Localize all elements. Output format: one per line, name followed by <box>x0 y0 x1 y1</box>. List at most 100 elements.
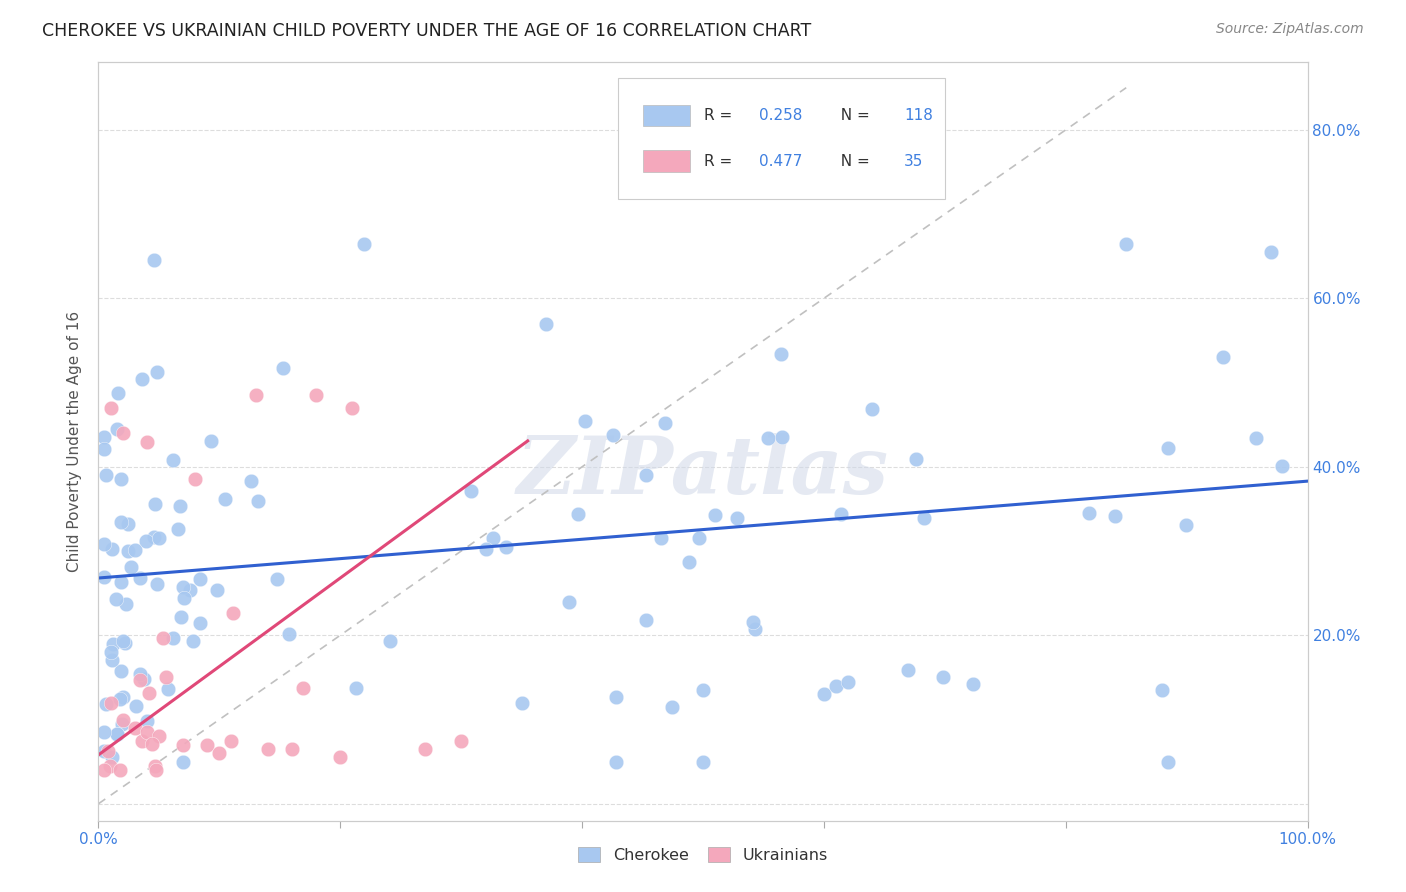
Point <box>138 686 160 700</box>
Point <box>169 499 191 513</box>
Point <box>460 483 482 498</box>
Point <box>353 236 375 251</box>
Point <box>482 531 505 545</box>
Point <box>256 742 278 756</box>
Point <box>742 615 765 630</box>
Point <box>200 434 222 448</box>
Text: N =: N = <box>831 108 875 123</box>
Point <box>146 365 169 379</box>
Point <box>128 571 150 585</box>
Point <box>135 533 157 548</box>
Point <box>634 613 657 627</box>
Point <box>148 730 170 744</box>
Text: N =: N = <box>831 153 875 169</box>
Point <box>141 737 163 751</box>
Point <box>124 721 146 735</box>
Point <box>114 636 136 650</box>
Point <box>167 522 190 536</box>
Point <box>1104 508 1126 523</box>
Point <box>207 583 229 598</box>
Point <box>605 755 627 769</box>
Point <box>703 508 725 523</box>
Point <box>692 683 714 698</box>
Point <box>932 670 955 684</box>
Point <box>413 742 436 756</box>
Point <box>93 442 115 457</box>
Point <box>110 763 132 777</box>
Point <box>111 713 134 727</box>
Point <box>208 746 231 760</box>
Point <box>93 536 115 550</box>
Point <box>813 687 835 701</box>
Point <box>1212 351 1234 365</box>
Point <box>107 385 129 400</box>
Point <box>117 516 139 531</box>
Point <box>146 577 169 591</box>
Point <box>105 727 128 741</box>
Point <box>1157 441 1180 455</box>
Text: 0.477: 0.477 <box>759 153 803 169</box>
Point <box>1244 431 1267 445</box>
Point <box>172 581 194 595</box>
Point <box>273 361 295 376</box>
Point <box>912 511 935 525</box>
Point <box>725 511 748 525</box>
Point <box>156 681 179 696</box>
Point <box>221 733 243 747</box>
Point <box>181 634 204 648</box>
Point <box>654 416 676 430</box>
Point <box>93 430 115 444</box>
Point <box>450 733 472 747</box>
Point <box>770 430 793 444</box>
Point <box>100 645 122 659</box>
Point <box>534 317 557 331</box>
Point <box>292 681 315 695</box>
Point <box>135 725 157 739</box>
Point <box>101 653 124 667</box>
Point <box>510 696 533 710</box>
Text: 118: 118 <box>904 108 932 123</box>
Point <box>131 372 153 386</box>
Point <box>103 637 125 651</box>
Point <box>115 597 138 611</box>
Point <box>129 673 152 688</box>
Point <box>101 749 124 764</box>
Point <box>195 738 218 752</box>
Point <box>266 572 288 586</box>
Point <box>101 541 124 556</box>
Point <box>1157 755 1180 769</box>
Point <box>188 572 211 586</box>
Point <box>245 388 267 402</box>
Point <box>98 759 121 773</box>
Point <box>756 431 779 445</box>
Point <box>135 434 157 449</box>
Point <box>110 664 132 678</box>
Point <box>905 451 928 466</box>
Point <box>837 674 859 689</box>
Point <box>825 679 848 693</box>
Point <box>105 727 128 741</box>
Point <box>152 631 174 645</box>
Text: 0.258: 0.258 <box>759 108 803 123</box>
Point <box>148 531 170 545</box>
Point <box>120 560 142 574</box>
Point <box>897 663 920 677</box>
Point <box>214 492 236 507</box>
Point <box>830 508 852 522</box>
Point <box>650 532 672 546</box>
Point <box>1271 458 1294 473</box>
Point <box>173 591 195 605</box>
Point <box>221 607 243 621</box>
Point <box>558 595 581 609</box>
Point <box>179 582 201 597</box>
Point <box>155 670 177 684</box>
Point <box>108 692 131 706</box>
Text: ZIPatlas: ZIPatlas <box>517 434 889 510</box>
Point <box>1078 506 1101 520</box>
Point <box>495 540 517 554</box>
Point <box>93 569 115 583</box>
Point <box>281 742 304 756</box>
Point <box>1115 236 1137 251</box>
Point <box>661 700 683 714</box>
Point <box>1152 683 1174 698</box>
